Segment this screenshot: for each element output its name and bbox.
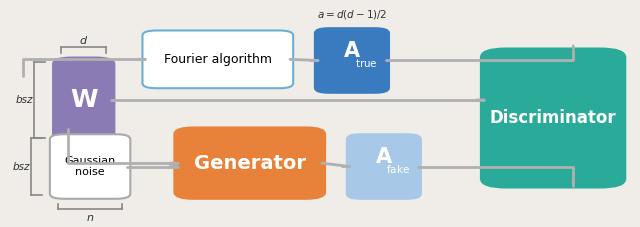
Text: $d$: $d$ — [79, 34, 88, 46]
Text: $n$: $n$ — [86, 213, 94, 223]
Text: Fourier algorithm: Fourier algorithm — [164, 53, 272, 66]
Text: $\mathbf{A}$: $\mathbf{A}$ — [343, 42, 361, 62]
Text: $\mathrm{true}$: $\mathrm{true}$ — [355, 57, 378, 69]
Text: $\mathrm{fake}$: $\mathrm{fake}$ — [386, 163, 410, 175]
FancyBboxPatch shape — [143, 30, 293, 88]
Text: $a = d(d-1)/2$: $a = d(d-1)/2$ — [317, 8, 387, 21]
FancyBboxPatch shape — [174, 128, 325, 199]
Text: bsz: bsz — [12, 162, 30, 172]
FancyBboxPatch shape — [315, 28, 389, 93]
Text: Gaussian
noise: Gaussian noise — [65, 156, 116, 177]
Text: W: W — [70, 88, 97, 112]
FancyBboxPatch shape — [53, 58, 115, 142]
FancyBboxPatch shape — [481, 49, 625, 188]
Text: $\mathbf{A}$: $\mathbf{A}$ — [375, 148, 393, 168]
Text: Discriminator: Discriminator — [490, 109, 616, 127]
Text: bsz: bsz — [15, 95, 33, 105]
Text: Generator: Generator — [194, 154, 306, 173]
FancyBboxPatch shape — [50, 134, 131, 199]
FancyBboxPatch shape — [347, 134, 421, 199]
